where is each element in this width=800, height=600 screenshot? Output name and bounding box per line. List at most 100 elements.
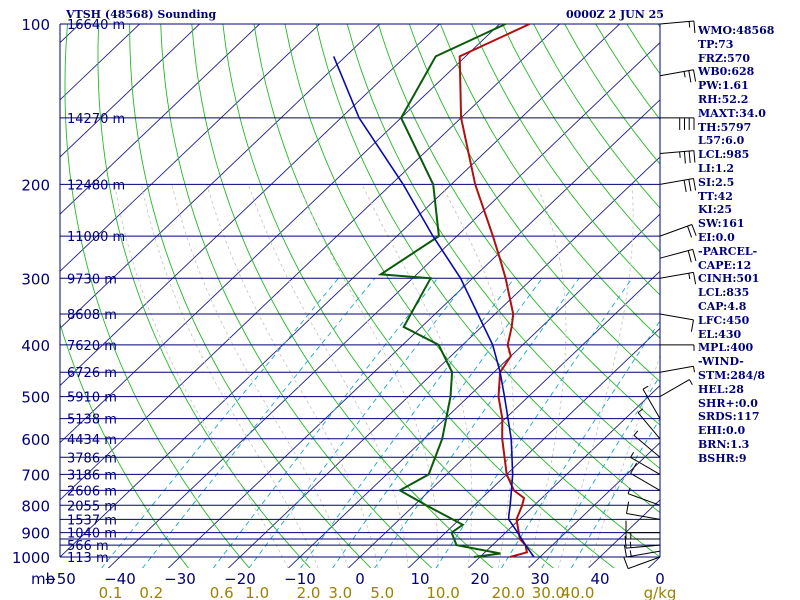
mixing-ratio-label: 10.0 <box>426 584 459 600</box>
wind-barb-flag <box>688 21 691 28</box>
wind-barb-staff <box>626 550 661 558</box>
wind-barb-flag <box>629 541 632 548</box>
wind-barb-flag <box>693 20 696 34</box>
wind-barb-staff <box>630 472 661 491</box>
index-item: -WIND- <box>698 355 744 369</box>
index-item: TH:5797 <box>698 120 752 134</box>
pressure-tick-label: 400 <box>21 337 50 355</box>
mixing-ratio-label: 2.0 <box>297 584 321 600</box>
moist-adiabat-line <box>114 184 289 568</box>
index-item: RH:52.2 <box>698 92 749 106</box>
height-label: 11000 m <box>67 230 125 245</box>
wind-barb-staff <box>627 493 661 506</box>
index-item: TT:42 <box>698 189 733 203</box>
wind-barb <box>659 365 695 373</box>
height-label: 1040 m <box>67 527 117 542</box>
dry-adiabat-line <box>377 24 660 426</box>
wind-barb-staff <box>659 365 694 373</box>
isotherm-line <box>60 24 381 330</box>
height-label: 9730 m <box>67 272 117 287</box>
wind-barb-staff <box>627 556 661 570</box>
wind-barb-flag <box>693 150 696 163</box>
wind-barb-staff <box>642 388 661 419</box>
index-item: HEL:28 <box>698 382 744 396</box>
wind-barb <box>637 408 661 440</box>
dry-adiabat-line <box>439 24 660 339</box>
wind-barb-staff <box>633 435 661 458</box>
index-item: PW:1.61 <box>698 79 749 93</box>
wind-barb <box>659 313 694 332</box>
index-item: STM:284/8 <box>698 368 765 382</box>
dry-adiabat-line <box>471 24 660 296</box>
index-item: LCL:985 <box>698 148 750 162</box>
index-item: SRDS:117 <box>698 410 760 424</box>
dry-adiabat-line <box>346 24 660 470</box>
isotherm-line <box>527 442 660 568</box>
pressure-tick-label: 600 <box>21 431 50 449</box>
wind-barb <box>623 545 661 558</box>
wind-barb <box>659 69 697 83</box>
dry-adiabat-line <box>129 24 372 568</box>
index-item: SI:2.5 <box>698 175 735 189</box>
dry-adiabat-line <box>315 24 660 514</box>
index-item: -PARCEL- <box>698 244 758 258</box>
wind-barb-flag <box>687 225 693 238</box>
mixing-ratio-label: 3.0 <box>328 584 352 600</box>
temperature-tick-label: −40 <box>104 570 136 588</box>
pressure-axis-label: mb <box>31 570 55 588</box>
height-label: 16640 m <box>67 18 125 33</box>
mixing-ratio-label: 0.6 <box>210 584 234 600</box>
wind-barb-flag <box>633 430 639 436</box>
moist-adiabat-line <box>527 184 567 568</box>
station-title: VTSH (48568) Sounding <box>66 8 217 21</box>
mixing-ratio-label: 0.2 <box>139 584 163 600</box>
mixing-ratio-label: 0.1 <box>99 584 123 600</box>
mixing-ratio-line <box>374 278 580 568</box>
sounding-indices: WMO:48568 TP:73 FRZ:570 WB0:628 PW:1.61 RH:52… <box>698 24 774 466</box>
dry-adiabat-line <box>253 24 615 568</box>
index-item: CAPE:12 <box>698 258 752 272</box>
dry-adiabat-line <box>222 24 554 568</box>
mixing-ratio-label: 20.0 <box>492 584 525 600</box>
moist-adiabat-line <box>171 184 349 568</box>
pressure-tick-label: 100 <box>21 16 50 34</box>
sounding-profiles <box>332 24 535 558</box>
dewpoint-profile-line <box>377 24 507 558</box>
wind-barb-flag <box>623 557 629 569</box>
isotherm-line <box>60 24 261 215</box>
mixing-ratio-label: g/kg <box>644 584 677 600</box>
index-item: MPL:400 <box>698 341 754 355</box>
isotherm-line <box>227 156 660 568</box>
wind-barb-staff <box>659 150 694 154</box>
wind-barb <box>660 117 695 130</box>
height-label: 7620 m <box>67 339 117 354</box>
mixing-ratio-line <box>541 375 660 568</box>
wind-barb-staff <box>659 224 693 237</box>
moist-adiabat-line <box>587 354 660 568</box>
wind-barb <box>630 451 661 475</box>
isotherm-line <box>107 42 660 568</box>
temperature-tick-label: 0 <box>355 570 365 588</box>
dry-adiabat-line <box>160 24 433 568</box>
dry-adiabat-line <box>60 322 189 568</box>
dry-adiabat-line <box>97 24 311 568</box>
mixing-ratio-line <box>332 278 543 568</box>
temperature-tick-label: −20 <box>224 570 256 588</box>
height-label: 2606 m <box>67 484 117 499</box>
pressure-tick-label: 200 <box>21 176 50 194</box>
dry-adiabat-line <box>284 24 660 558</box>
index-item: EHI:0.0 <box>698 424 746 438</box>
dry-adiabat-line <box>408 24 660 383</box>
temperature-tick-label: 10 <box>410 570 429 588</box>
wind-barb-flag <box>642 385 649 390</box>
moist-adiabat-line <box>248 184 409 568</box>
height-label: 113 m <box>67 551 109 566</box>
mixing-ratio-line <box>570 417 660 568</box>
wind-barb-staff <box>659 379 690 398</box>
temperature-tick-label: 20 <box>470 570 489 588</box>
wind-barb-flag <box>683 180 687 193</box>
pressure-tick-label: 700 <box>21 466 50 484</box>
mixing-ratio-label: 40.0 <box>561 584 594 600</box>
